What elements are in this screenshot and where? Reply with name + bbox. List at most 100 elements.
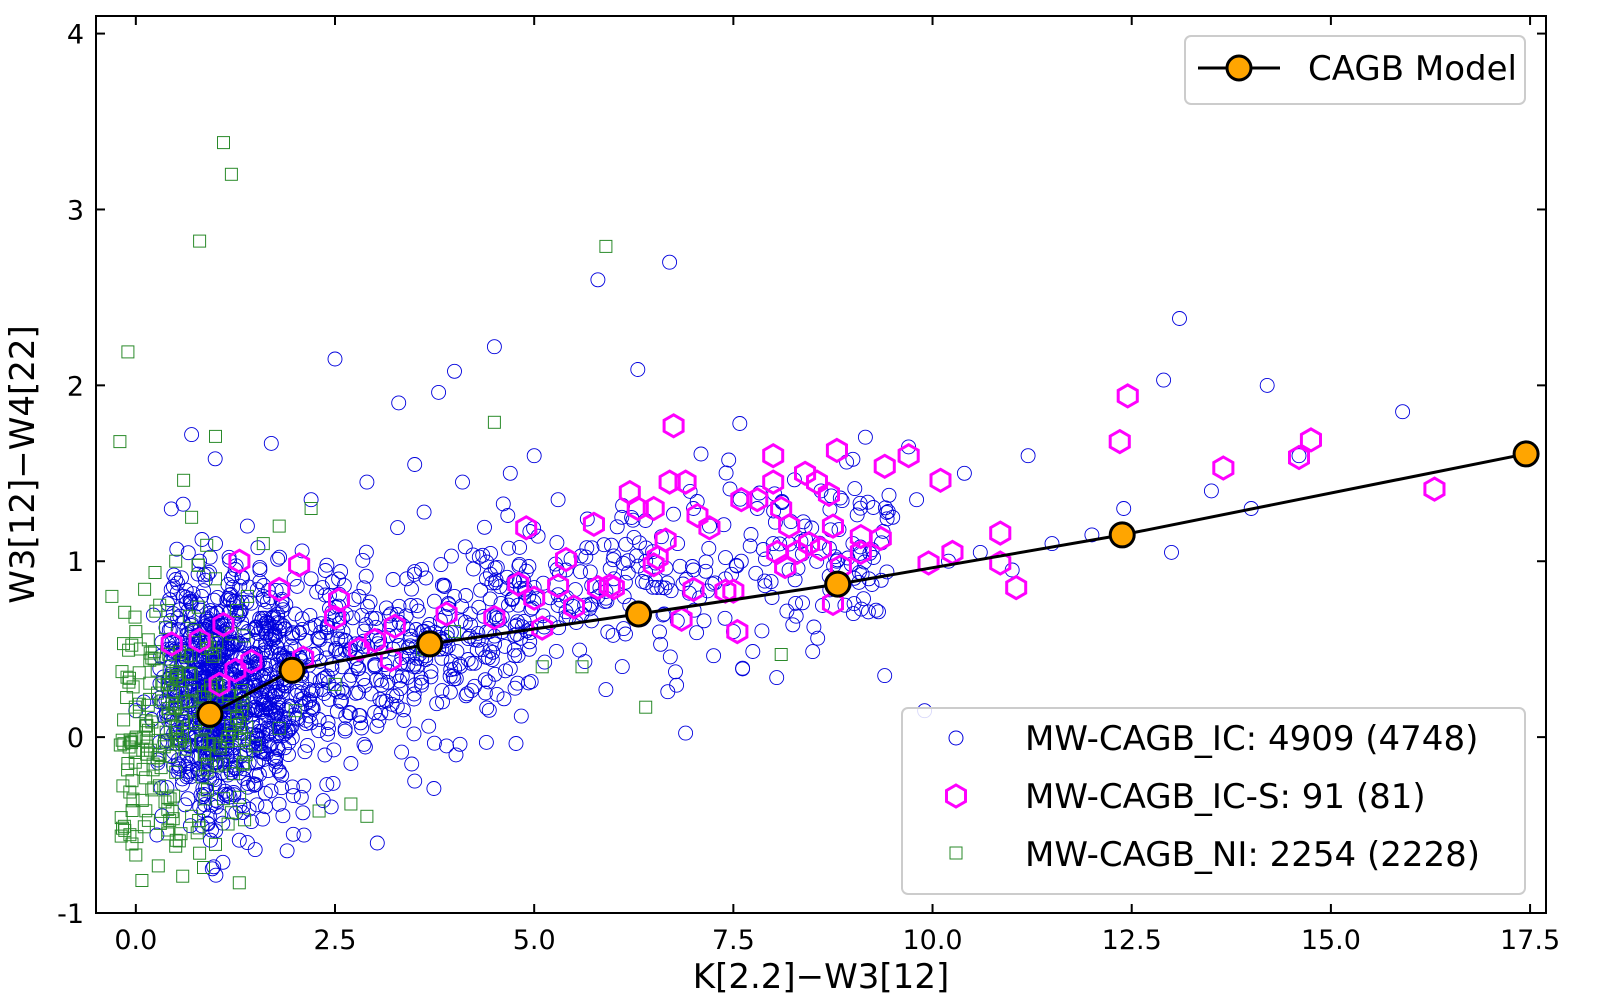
ic-point bbox=[805, 644, 821, 660]
ic-point bbox=[198, 780, 214, 795]
ic-point bbox=[355, 671, 371, 687]
ni-point bbox=[117, 713, 131, 727]
ic-point bbox=[164, 634, 180, 650]
ic-point bbox=[653, 636, 669, 652]
ic-point bbox=[249, 797, 265, 813]
ic-point bbox=[508, 736, 524, 751]
model-point bbox=[625, 600, 653, 628]
ic-point bbox=[722, 481, 738, 497]
ic-point bbox=[696, 613, 712, 629]
ni-point bbox=[209, 572, 222, 586]
ic-point bbox=[185, 586, 201, 602]
ni-point bbox=[115, 665, 129, 679]
ic-point bbox=[662, 254, 678, 270]
ic-point bbox=[879, 511, 895, 527]
ic-point bbox=[1259, 377, 1275, 393]
ic-point bbox=[303, 571, 319, 587]
ic-point bbox=[303, 715, 319, 731]
ic-point bbox=[678, 725, 694, 741]
ic-point bbox=[600, 624, 616, 640]
ic-point bbox=[235, 805, 250, 820]
ic-point bbox=[369, 835, 385, 851]
ics-point bbox=[1212, 455, 1235, 481]
ic-point bbox=[383, 606, 399, 622]
ic-point bbox=[297, 744, 313, 760]
ni-point bbox=[774, 648, 788, 661]
ic-point bbox=[832, 490, 848, 506]
ic-point bbox=[457, 539, 473, 555]
ic-point bbox=[831, 522, 847, 538]
ic-point bbox=[303, 492, 319, 508]
ic-point bbox=[735, 660, 751, 676]
ics-point bbox=[989, 520, 1012, 546]
ic-point bbox=[319, 668, 335, 684]
ic-point bbox=[294, 685, 310, 701]
ics-point bbox=[618, 479, 641, 506]
x-tick-label: 7.5 bbox=[712, 925, 755, 956]
ni-point bbox=[123, 785, 137, 799]
ic-point bbox=[718, 550, 733, 566]
y-tick-label: -1 bbox=[57, 899, 84, 930]
ni-point bbox=[172, 834, 186, 848]
ic-point bbox=[248, 647, 264, 663]
plot-frame bbox=[95, 15, 1547, 914]
ic-point bbox=[880, 504, 896, 519]
ic-point bbox=[537, 654, 553, 670]
ic-point bbox=[477, 519, 492, 535]
ni-point bbox=[288, 704, 302, 718]
ic-point bbox=[458, 688, 474, 704]
ni-point bbox=[185, 809, 199, 823]
ics-point bbox=[698, 515, 721, 541]
ni-point bbox=[224, 806, 238, 820]
ic-point bbox=[177, 797, 193, 813]
ic-point bbox=[360, 599, 376, 614]
ic-point bbox=[353, 715, 369, 731]
ics-point bbox=[941, 539, 964, 566]
ni-point bbox=[176, 869, 190, 883]
ni-point bbox=[161, 604, 175, 618]
ni-point bbox=[113, 435, 127, 449]
series-ni-layer bbox=[105, 136, 788, 890]
ic-point bbox=[326, 742, 342, 758]
ic-point bbox=[852, 495, 868, 511]
ic-point bbox=[590, 588, 606, 604]
ni-point bbox=[128, 700, 142, 714]
ics-point bbox=[730, 486, 753, 513]
ic-point bbox=[785, 617, 801, 633]
ic-point bbox=[495, 496, 511, 512]
ic-point bbox=[448, 747, 464, 763]
ic-point bbox=[202, 832, 218, 848]
ni-point bbox=[147, 652, 161, 666]
ic-point bbox=[871, 604, 886, 620]
ni-point bbox=[130, 830, 144, 844]
ni-point bbox=[272, 519, 286, 533]
ic-point bbox=[435, 694, 450, 710]
ic-point bbox=[706, 648, 722, 664]
ni-point bbox=[213, 741, 227, 755]
ic-point bbox=[258, 746, 274, 762]
ni-point bbox=[232, 876, 246, 890]
ics-point bbox=[212, 611, 235, 638]
ic-point bbox=[334, 693, 349, 709]
ics-point bbox=[929, 467, 952, 494]
ic-point bbox=[294, 621, 310, 637]
ic-point bbox=[250, 754, 266, 770]
ni-point bbox=[185, 510, 199, 524]
ic-point bbox=[515, 572, 531, 588]
ic-point bbox=[486, 609, 502, 625]
ic-point bbox=[343, 756, 359, 771]
ics-point bbox=[363, 627, 386, 654]
ic-point bbox=[403, 598, 419, 613]
ni-point bbox=[191, 600, 205, 614]
ic-point bbox=[192, 764, 208, 780]
ni-point bbox=[122, 643, 136, 657]
ni-point bbox=[128, 610, 142, 624]
ic-point bbox=[550, 492, 566, 508]
ic-point bbox=[615, 555, 631, 571]
ic-point bbox=[296, 827, 312, 843]
ic-point bbox=[358, 568, 374, 584]
ic-point bbox=[660, 684, 676, 700]
ni-point bbox=[171, 734, 185, 748]
ics-point bbox=[626, 495, 649, 522]
ic-point bbox=[171, 761, 187, 777]
